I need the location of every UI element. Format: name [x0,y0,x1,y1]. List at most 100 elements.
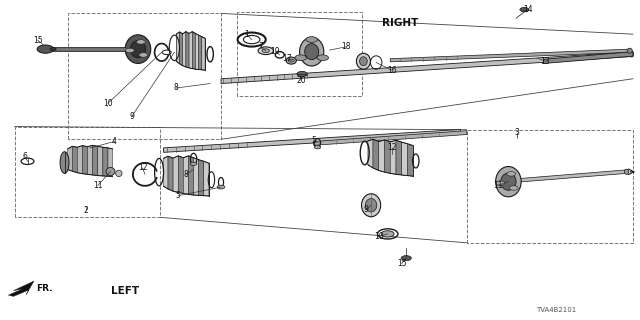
Ellipse shape [495,166,521,197]
Polygon shape [368,139,373,168]
Polygon shape [182,32,186,67]
Circle shape [509,186,518,190]
Ellipse shape [630,51,634,57]
Text: 6: 6 [22,152,28,161]
Text: 19: 19 [271,47,280,56]
Text: LEFT: LEFT [111,286,140,296]
Circle shape [125,48,134,53]
Polygon shape [98,146,103,176]
Polygon shape [93,145,98,176]
Text: 11: 11 [93,181,102,190]
Polygon shape [72,146,77,173]
Polygon shape [164,129,461,152]
Ellipse shape [125,35,151,63]
Ellipse shape [305,44,319,60]
Text: 5: 5 [311,136,316,145]
Text: 5: 5 [176,191,180,200]
Ellipse shape [360,57,367,66]
Polygon shape [221,52,633,84]
Text: 16: 16 [387,66,396,75]
Polygon shape [103,147,108,176]
Polygon shape [195,34,198,69]
Circle shape [136,40,145,44]
Polygon shape [396,140,402,175]
Ellipse shape [106,167,115,175]
Circle shape [314,146,321,149]
Text: 17: 17 [282,53,292,62]
Polygon shape [379,140,385,172]
Polygon shape [189,32,192,68]
Polygon shape [186,32,189,68]
Polygon shape [390,140,396,174]
Text: FR.: FR. [36,284,52,292]
Polygon shape [183,156,188,195]
Polygon shape [385,140,390,173]
Polygon shape [520,170,627,182]
Polygon shape [173,156,178,193]
Text: 9: 9 [129,112,134,121]
Polygon shape [168,156,173,191]
Polygon shape [192,32,195,69]
Ellipse shape [60,152,69,173]
Polygon shape [68,146,72,171]
Text: TVA4B2101: TVA4B2101 [536,307,577,313]
Circle shape [401,256,412,261]
Circle shape [258,47,273,54]
Polygon shape [390,49,630,62]
Polygon shape [402,142,408,176]
Ellipse shape [300,37,324,66]
Polygon shape [188,156,193,195]
Text: 1: 1 [244,30,249,39]
Circle shape [50,48,56,51]
Text: 3: 3 [515,128,519,137]
Text: 14: 14 [523,5,532,14]
Circle shape [288,59,294,62]
Polygon shape [176,32,179,64]
Ellipse shape [131,41,146,58]
Ellipse shape [627,48,632,53]
Circle shape [507,172,516,176]
Polygon shape [198,35,202,70]
Circle shape [217,185,225,189]
Polygon shape [204,161,209,196]
Text: RIGHT: RIGHT [381,18,418,28]
Circle shape [262,49,269,52]
Text: 15: 15 [33,36,42,45]
Circle shape [295,55,307,60]
Text: 9: 9 [364,205,369,214]
Text: 7: 7 [258,42,263,51]
Ellipse shape [116,170,122,177]
Polygon shape [198,160,204,196]
Circle shape [496,181,505,185]
Circle shape [139,53,148,57]
Text: 10: 10 [103,99,113,108]
Ellipse shape [624,169,628,174]
Ellipse shape [286,57,296,64]
Polygon shape [314,131,467,145]
Polygon shape [108,148,113,177]
Text: 20: 20 [296,76,306,85]
Polygon shape [88,145,93,175]
Polygon shape [202,37,205,70]
Text: 10: 10 [374,232,383,241]
Text: 11: 11 [493,181,502,190]
Text: 15: 15 [397,259,406,268]
Polygon shape [178,156,183,194]
Ellipse shape [356,53,371,69]
Polygon shape [408,144,413,176]
Circle shape [317,55,328,60]
Circle shape [520,7,529,12]
Polygon shape [179,32,182,66]
Circle shape [306,37,317,43]
Polygon shape [8,281,34,296]
Ellipse shape [362,194,381,217]
Circle shape [190,162,196,165]
Text: 2: 2 [83,206,88,215]
Polygon shape [83,146,88,174]
Circle shape [381,231,394,237]
Polygon shape [77,146,83,174]
Text: 18: 18 [340,42,350,52]
Circle shape [37,45,54,53]
Ellipse shape [365,198,377,212]
Polygon shape [193,158,198,196]
